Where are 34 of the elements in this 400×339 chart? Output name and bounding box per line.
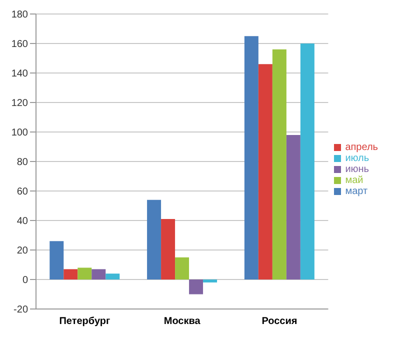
y-tick-label: 180 xyxy=(11,10,28,21)
legend-label: июнь xyxy=(345,164,370,175)
y-tick-label: 100 xyxy=(11,128,28,139)
bar xyxy=(64,269,78,280)
y-tick-label: 160 xyxy=(11,39,28,50)
y-tick-label: 120 xyxy=(11,98,28,110)
bar xyxy=(161,219,176,280)
bar xyxy=(300,44,314,280)
y-tick-label: 80 xyxy=(16,157,28,168)
bar xyxy=(92,269,106,280)
bar xyxy=(175,257,190,280)
bar xyxy=(147,200,162,280)
bar xyxy=(106,274,120,280)
x-tick-label: Петербург xyxy=(59,316,110,328)
legend-label: июль xyxy=(345,153,370,164)
y-tick-label: 40 xyxy=(16,216,28,228)
bar xyxy=(286,134,300,280)
bar xyxy=(258,64,272,280)
bar xyxy=(244,36,258,280)
bar xyxy=(78,268,92,280)
bar xyxy=(189,280,204,294)
bar xyxy=(50,241,64,280)
y-tick-label: 0 xyxy=(22,275,28,286)
legend-label: март xyxy=(345,186,368,197)
legend-label: май xyxy=(345,175,364,186)
y-tick-label: 140 xyxy=(11,68,28,80)
y-tick-label: -20 xyxy=(14,304,28,316)
x-tick-label: Москва xyxy=(164,316,201,328)
bar xyxy=(272,49,286,280)
y-tick-label: 60 xyxy=(16,186,28,198)
y-tick-label: 20 xyxy=(16,246,28,257)
x-tick-label: Россия xyxy=(262,316,298,328)
legend-label: апрель xyxy=(345,142,378,153)
bar xyxy=(203,280,218,282)
